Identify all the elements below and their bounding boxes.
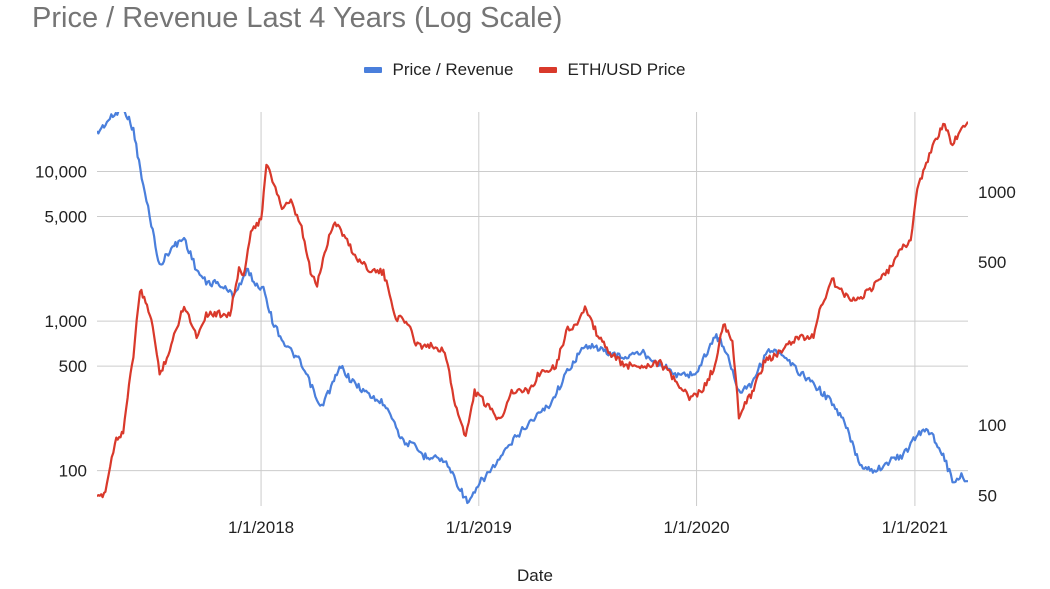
series-line-price-revenue [97,112,968,505]
y-left-tick-label: 1,000 [44,312,87,331]
y-right-tick-label: 500 [978,253,1006,272]
series-line-eth-usd [97,121,968,499]
legend-label-eth-usd: ETH/USD Price [567,60,686,79]
legend-item-eth-usd[interactable]: ETH/USD Price [539,60,686,80]
y-right-tick-label: 100 [978,416,1006,435]
legend-swatch-eth-usd [539,67,558,73]
x-tick-label: 1/1/2019 [446,518,512,537]
legend-item-price-revenue[interactable]: Price / Revenue [364,60,513,80]
legend-label-price-revenue: Price / Revenue [392,60,514,79]
x-tick-label: 1/1/2021 [882,518,948,537]
legend-swatch-price-revenue [364,67,383,73]
y-right-tick-label: 50 [978,486,997,505]
x-axis-title: Date [517,566,553,585]
y-left-tick-label: 500 [59,357,87,376]
y-right-tick-label: 1000 [978,183,1016,202]
x-tick-label: 1/1/2018 [228,518,294,537]
y-left-tick-label: 5,000 [44,208,87,227]
legend: Price / Revenue ETH/USD Price [0,60,1050,80]
y-left-tick-label: 10,000 [35,163,87,182]
chart-title: Price / Revenue Last 4 Years (Log Scale) [32,2,563,34]
x-tick-label: 1/1/2020 [663,518,729,537]
y-left-tick-label: 100 [59,462,87,481]
